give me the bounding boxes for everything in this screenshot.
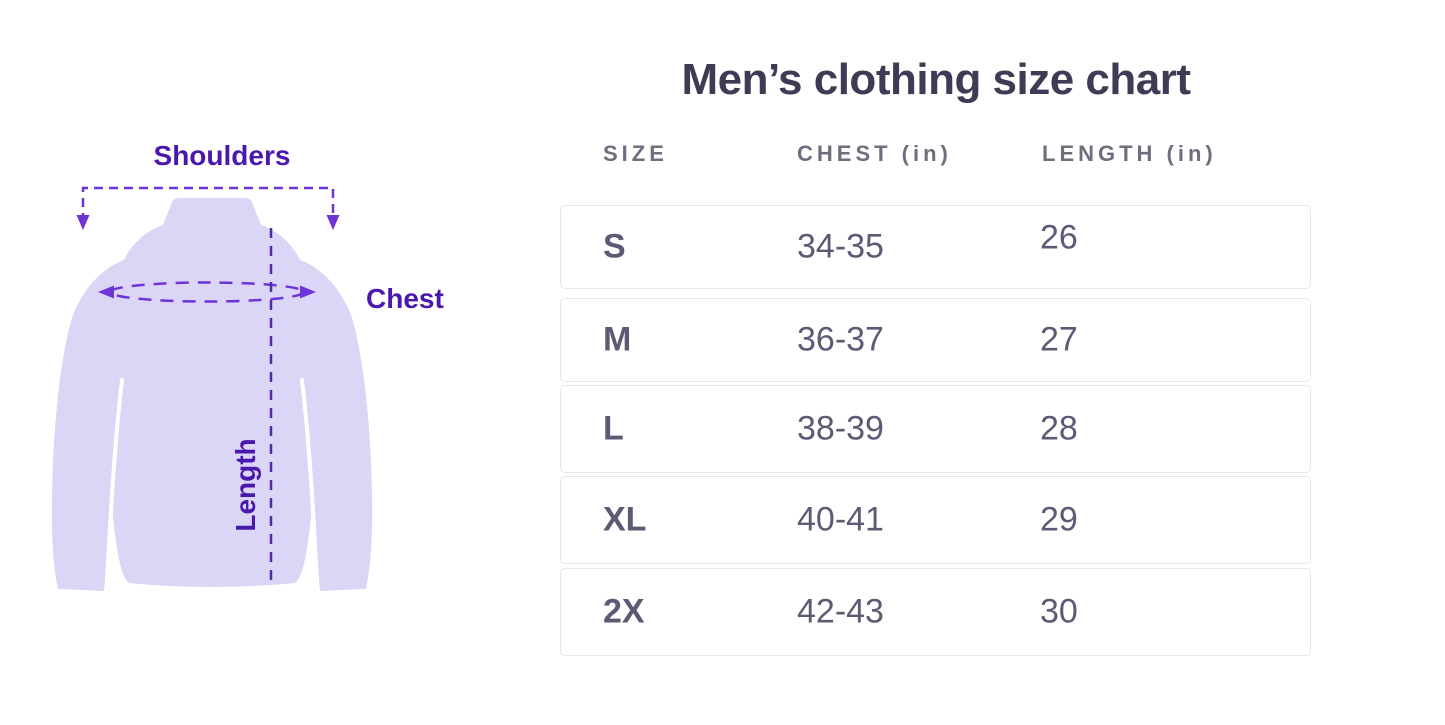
length-cell: 26 — [1040, 218, 1078, 257]
chest-cell: 38-39 — [797, 409, 884, 448]
chest-label: Chest — [366, 283, 444, 314]
column-header-length: LENGTH (in) — [1042, 141, 1217, 166]
shirt-left-sleeve — [51, 258, 142, 591]
size-cell: S — [603, 227, 626, 266]
column-header-size: SIZE — [603, 141, 668, 166]
table-row: 2X 42-43 30 — [560, 568, 1311, 656]
length-cell: 28 — [1040, 409, 1078, 448]
length-label: Length — [230, 438, 261, 532]
chest-cell: 36-37 — [797, 320, 884, 359]
shoulders-measure-arrow — [76, 186, 340, 230]
size-cell: M — [603, 320, 632, 359]
chest-measure-ellipse — [98, 281, 316, 303]
size-table-body: S 34-35 26 M 36-37 27 L 38-39 28 XL 40-4… — [560, 205, 1311, 656]
size-cell: 2X — [603, 592, 645, 631]
chest-cell: 42-43 — [797, 592, 884, 631]
chest-cell: 34-35 — [797, 227, 884, 266]
shirt-diagram — [51, 186, 373, 591]
shirt-right-sleeve — [282, 258, 373, 591]
right-sleeve-seam — [300, 378, 319, 587]
table-row: M 36-37 27 — [560, 298, 1311, 382]
length-cell: 29 — [1040, 500, 1078, 539]
shoulders-label: Shoulders — [153, 140, 291, 171]
chest-cell: 40-41 — [797, 500, 884, 539]
table-row: XL 40-41 29 — [560, 476, 1311, 564]
table-row: S 34-35 26 — [560, 205, 1311, 289]
page-title: Men’s clothing size chart — [681, 55, 1191, 104]
size-cell: L — [603, 409, 624, 448]
size-cell: XL — [603, 500, 647, 539]
length-cell: 30 — [1040, 592, 1078, 631]
length-cell: 27 — [1040, 320, 1078, 359]
left-sleeve-seam — [105, 378, 124, 587]
column-header-chest: CHEST (in) — [797, 141, 952, 166]
shirt-body — [107, 224, 317, 587]
shirt-collar — [161, 198, 263, 234]
table-row: L 38-39 28 — [560, 385, 1311, 473]
